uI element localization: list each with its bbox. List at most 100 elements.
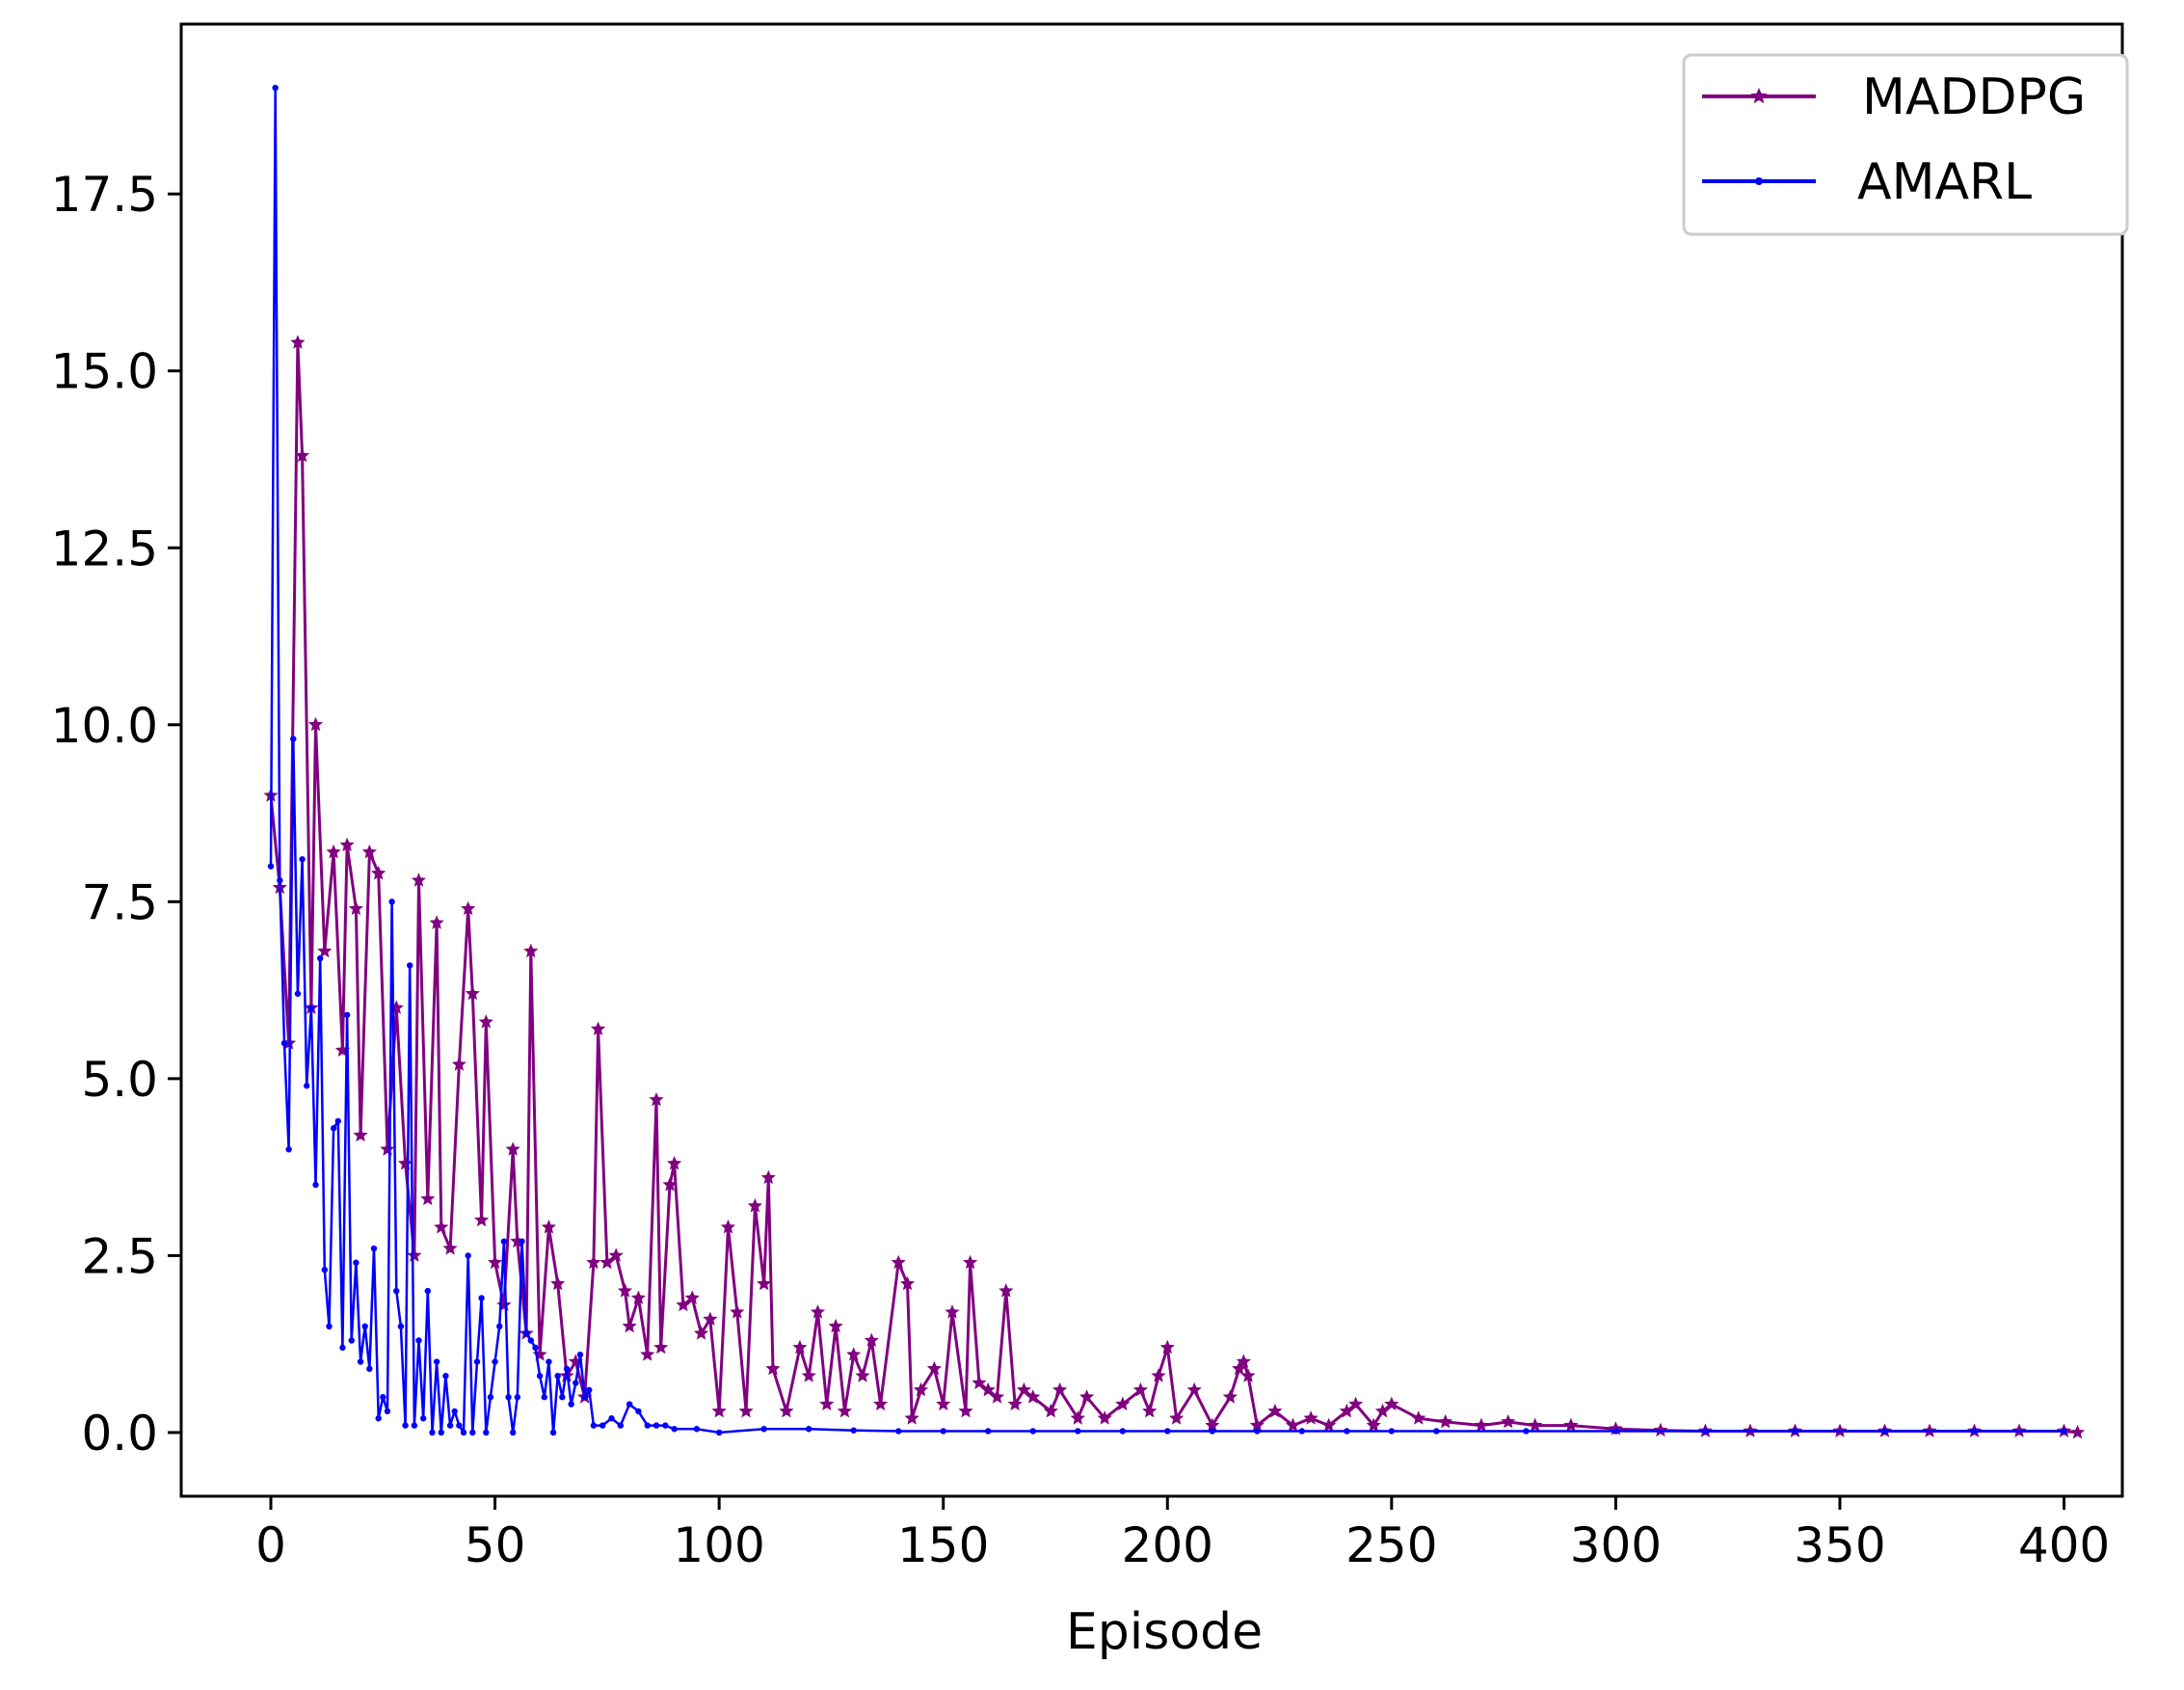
data-point-maddpg	[478, 1014, 493, 1029]
data-point-maddpg	[1563, 1417, 1579, 1433]
data-point-maddpg	[1249, 1417, 1265, 1433]
data-point-amarl	[1344, 1428, 1350, 1435]
x-tick-label: 250	[1345, 1517, 1437, 1573]
data-point-maddpg	[864, 1332, 879, 1347]
data-point-maddpg	[429, 915, 444, 929]
legend-entry-maddpg: MADDPG	[1702, 68, 2086, 126]
data-point-maddpg	[307, 716, 324, 732]
data-point-amarl	[715, 1429, 723, 1436]
data-point-maddpg	[317, 943, 333, 958]
data-point-amarl	[693, 1426, 701, 1433]
y-tick-label: 15.0	[51, 344, 158, 400]
data-point-amarl	[1433, 1428, 1440, 1435]
data-point-amarl	[353, 1259, 360, 1266]
data-point-amarl	[429, 1429, 436, 1436]
data-point-amarl	[446, 1422, 454, 1429]
data-point-amarl	[850, 1427, 857, 1434]
data-point-maddpg	[1240, 1368, 1256, 1382]
data-point-maddpg	[290, 335, 306, 349]
data-point-amarl	[527, 1337, 534, 1344]
data-point-amarl	[366, 1365, 373, 1373]
data-point-maddpg	[599, 1254, 615, 1270]
data-point-amarl	[519, 1238, 525, 1245]
y-tick-label: 10.0	[51, 698, 158, 754]
data-point-maddpg	[738, 1403, 754, 1418]
data-point-maddpg	[1653, 1422, 1668, 1437]
legend-label-maddpg: MADDPG	[1862, 68, 2086, 126]
data-point-amarl	[339, 1344, 346, 1352]
data-point-maddpg	[339, 837, 355, 852]
data-point-amarl	[573, 1380, 579, 1386]
data-point-amarl	[433, 1358, 440, 1365]
x-tick-label: 300	[1570, 1517, 1662, 1573]
data-point-amarl	[307, 1005, 315, 1011]
data-point-amarl	[1881, 1428, 1888, 1435]
y-tick-label: 5.0	[81, 1052, 158, 1108]
data-point-maddpg	[828, 1318, 843, 1333]
data-point-maddpg	[873, 1396, 889, 1410]
data-point-maddpg	[295, 447, 310, 463]
data-point-maddpg	[693, 1326, 709, 1340]
data-point-maddpg	[765, 1360, 781, 1376]
data-point-amarl	[370, 1245, 378, 1252]
data-point-maddpg	[1205, 1417, 1220, 1433]
data-point-maddpg	[2069, 1424, 2086, 1439]
data-point-maddpg	[1151, 1368, 1166, 1382]
data-point-amarl	[343, 1011, 351, 1018]
legend-marker-maddpg	[1750, 88, 1768, 104]
data-point-amarl	[285, 1146, 292, 1153]
data-point-amarl	[451, 1408, 458, 1415]
data-point-amarl	[581, 1394, 588, 1401]
data-point-maddpg	[465, 985, 480, 1001]
data-point-amarl	[469, 1429, 476, 1436]
data-point-amarl	[532, 1344, 539, 1352]
data-point-amarl	[514, 1394, 521, 1401]
data-point-maddpg	[980, 1382, 996, 1397]
data-point-maddpg	[684, 1290, 700, 1304]
data-point-amarl	[384, 1408, 391, 1415]
data-point-amarl	[568, 1401, 574, 1408]
data-point-amarl	[635, 1408, 642, 1415]
data-point-amarl	[671, 1426, 678, 1433]
data-point-amarl	[1209, 1428, 1215, 1435]
data-point-maddpg	[945, 1304, 960, 1319]
data-point-amarl	[505, 1394, 512, 1401]
data-point-amarl	[415, 1337, 422, 1344]
data-point-amarl	[407, 962, 413, 969]
data-point-maddpg	[972, 1375, 987, 1389]
data-point-maddpg	[963, 1254, 978, 1270]
data-point-amarl	[549, 1429, 557, 1436]
data-point-maddpg	[630, 1290, 646, 1304]
data-point-maddpg	[326, 844, 341, 859]
data-point-maddpg	[837, 1403, 852, 1418]
data-point-amarl	[1971, 1428, 1978, 1435]
data-point-amarl	[483, 1429, 490, 1436]
data-point-maddpg	[846, 1347, 862, 1361]
data-point-maddpg	[904, 1410, 919, 1425]
data-point-amarl	[334, 1117, 341, 1125]
data-point-maddpg	[1142, 1403, 1158, 1418]
data-point-amarl	[576, 1351, 584, 1358]
data-point-amarl	[760, 1426, 767, 1433]
data-point-amarl	[456, 1422, 463, 1429]
data-point-maddpg	[819, 1396, 835, 1410]
data-point-amarl	[1075, 1428, 1081, 1435]
y-tick-label: 12.5	[51, 521, 158, 577]
data-point-amarl	[348, 1337, 355, 1344]
data-point-maddpg	[989, 1389, 1005, 1404]
data-point-maddpg	[1132, 1382, 1148, 1397]
data-point-amarl	[599, 1422, 606, 1429]
data-point-amarl	[985, 1428, 992, 1435]
data-point-amarl	[653, 1422, 660, 1429]
data-point-maddpg	[1025, 1389, 1041, 1404]
data-point-amarl	[590, 1422, 598, 1429]
data-point-maddpg	[720, 1220, 736, 1234]
data-point-amarl	[586, 1386, 593, 1394]
data-point-maddpg	[523, 943, 539, 958]
data-point-maddpg	[434, 1220, 449, 1234]
y-tick-label: 7.5	[81, 874, 158, 930]
data-point-amarl	[357, 1358, 364, 1365]
data-point-maddpg	[711, 1403, 727, 1418]
data-point-amarl	[299, 856, 306, 863]
